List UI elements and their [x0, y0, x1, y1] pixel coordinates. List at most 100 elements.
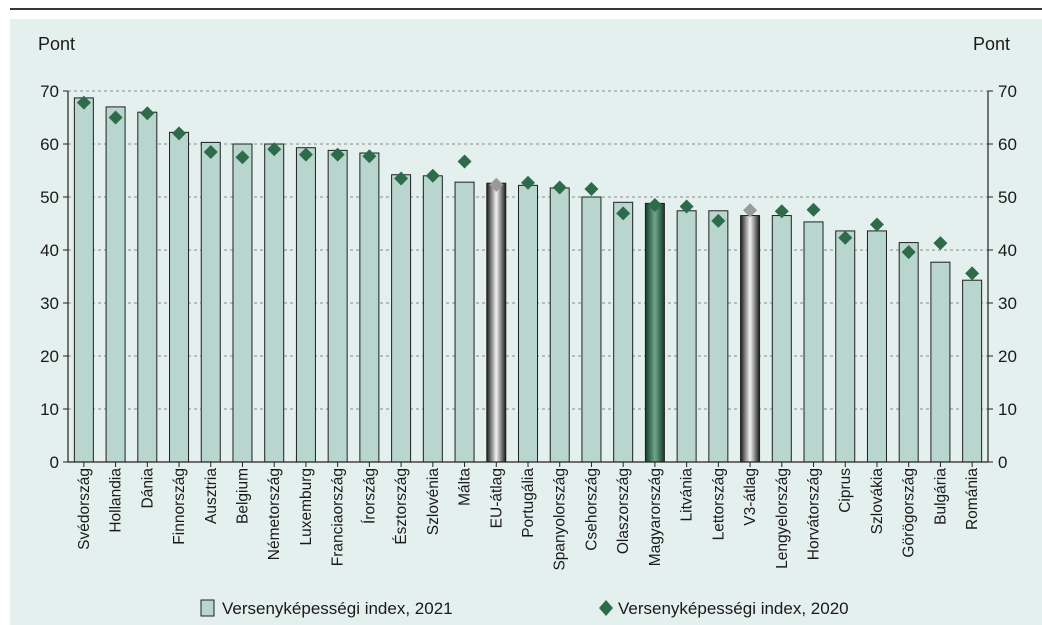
chart-frame: 0 0 10 10 20 20 30 30 40 40 50 50 60 60 70 70 Svédorszá… — [10, 8, 1042, 625]
x-category-label: Románia — [964, 468, 981, 530]
diamond-marker — [743, 203, 758, 218]
bar — [422, 175, 443, 463]
x-category-label: Spanyolország — [552, 468, 569, 571]
x-category-label: Málta — [457, 468, 474, 506]
bar — [295, 147, 316, 463]
x-category-label: EU-átlag — [488, 468, 505, 528]
x-category-label: Portugália — [520, 468, 537, 538]
diamond-marker — [521, 175, 535, 190]
markers — [76, 95, 980, 281]
x-category-label: Franciaország — [330, 468, 347, 566]
bar — [169, 131, 190, 463]
x-category-label: Ciprus — [837, 468, 854, 513]
x-category-label: Dánia — [139, 468, 156, 509]
bar — [708, 210, 729, 463]
y-tick-label-left: 0 — [50, 453, 59, 472]
x-category-label: Hollandia — [108, 468, 125, 533]
bar — [391, 174, 412, 463]
y-tick-label-left: 40 — [40, 241, 59, 260]
bar — [676, 210, 697, 463]
y-tick-label-left: 30 — [40, 294, 59, 313]
y-tick-label-left: 60 — [40, 135, 59, 154]
y-tick-label-left: 20 — [40, 347, 59, 366]
bar — [866, 230, 887, 463]
x-category-label: Németország — [266, 468, 283, 560]
bar — [644, 202, 665, 463]
bar — [835, 230, 856, 463]
diamond-marker — [425, 168, 440, 183]
legend: Versenyképességi index, 2021 Versenyképe… — [200, 599, 849, 618]
bar — [232, 143, 253, 463]
legend-bar-swatch — [200, 599, 215, 617]
diamond-marker — [552, 180, 567, 195]
x-category-label: Magyarország — [647, 468, 664, 566]
x-category-label: Lettország — [710, 468, 727, 540]
diamond-marker — [457, 154, 472, 169]
diamond-marker — [869, 217, 884, 232]
legend-marker-label: Versenyképességi index, 2020 — [618, 599, 849, 618]
bar — [771, 215, 792, 463]
bar — [740, 215, 761, 463]
bar — [930, 261, 951, 463]
x-category-label: V3-átlag — [742, 468, 759, 526]
bar — [581, 196, 602, 463]
top-rule — [10, 8, 1042, 10]
x-category-label: Finnország — [171, 468, 188, 545]
x-category-label: Horvátország — [806, 468, 823, 560]
x-category-label: Észtország — [393, 468, 410, 545]
diamond-marker — [647, 197, 662, 212]
diamond-marker — [235, 150, 250, 165]
diamond-marker — [838, 230, 853, 245]
y-tick-label-left: 70 — [40, 82, 59, 101]
diamond-marker — [774, 204, 789, 219]
x-category-label: Ausztria — [203, 468, 220, 524]
left-axis-unit: Pont — [38, 34, 75, 54]
x-category-label: Litvánia — [679, 468, 696, 522]
bar — [486, 182, 507, 463]
x-category-label: Írország — [361, 468, 378, 524]
bar — [264, 143, 285, 463]
diamond-marker — [267, 142, 282, 157]
bar — [613, 201, 634, 463]
diamond-marker — [203, 144, 218, 159]
diamond-marker — [140, 106, 155, 121]
bar — [200, 141, 221, 463]
diamond-marker — [711, 213, 726, 228]
x-category-label: Svédország — [76, 468, 93, 550]
diamond-marker — [584, 182, 599, 197]
x-category-label: Lengyelország — [774, 468, 791, 569]
y-tick-label-right: 50 — [998, 188, 1017, 207]
y-tick-label-left: 50 — [40, 188, 59, 207]
diamond-marker — [616, 206, 631, 221]
bar — [359, 152, 380, 463]
right-axis-unit: Pont — [973, 34, 1010, 54]
bar — [327, 149, 348, 463]
bar — [105, 106, 126, 463]
y-tick-label-right: 0 — [998, 453, 1007, 472]
bar — [454, 181, 475, 463]
diamond-marker — [965, 266, 980, 281]
legend-diamond-icon — [599, 600, 613, 616]
diamond-marker — [362, 149, 377, 164]
x-category-label: Olaszország — [615, 468, 632, 554]
diamond-marker — [394, 171, 409, 186]
x-category-label: Görögország — [901, 468, 918, 558]
y-tick-label-right: 20 — [998, 347, 1017, 366]
x-category-label: Bulgária — [932, 468, 949, 525]
diamond-marker — [76, 95, 91, 110]
y-tick-label-left: 10 — [40, 400, 59, 419]
x-category-label: Szlovénia — [425, 468, 442, 536]
bar — [518, 184, 538, 463]
y-tick-label-right: 40 — [998, 241, 1017, 260]
bars — [73, 97, 983, 463]
diamond-marker — [679, 199, 694, 214]
bar — [898, 242, 919, 463]
y-tick-label-right: 10 — [998, 400, 1017, 419]
category-labels: Svédország Hollandia Dánia Finnország Ausztr… — [76, 462, 981, 571]
y-tick-label-right: 60 — [998, 135, 1017, 154]
diamond-marker — [298, 147, 313, 162]
x-category-label: Csehország — [583, 468, 600, 551]
diamond-marker — [330, 147, 345, 162]
x-category-label: Belgium — [234, 468, 251, 524]
diamond-marker — [933, 236, 948, 251]
